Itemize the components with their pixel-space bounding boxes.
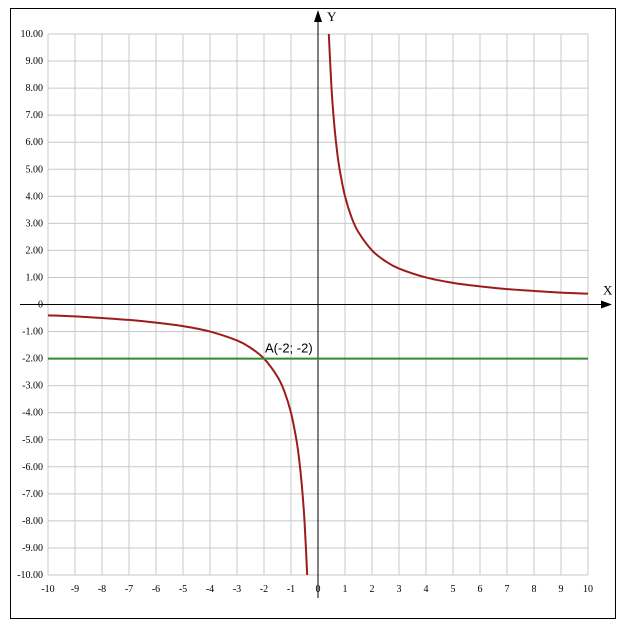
chart-frame <box>10 8 616 619</box>
x-tick-label: 3 <box>397 584 402 595</box>
tick-labels: -10 -9 -8 -7 -6 -5 -4 -3 -2 -1 0 1 2 3 4 5 6 7 8 9 1010.009.… <box>17 29 593 595</box>
x-tick-label: -7 <box>125 584 133 595</box>
y-tick-label: 3.00 <box>26 218 44 229</box>
x-tick-label: 5 <box>451 584 456 595</box>
x-tick-label: -5 <box>179 584 187 595</box>
y-tick-label: 8.00 <box>26 83 44 94</box>
x-tick-label: 0 <box>316 584 321 595</box>
x-tick-label: 9 <box>559 584 564 595</box>
y-tick-label: -4.00 <box>22 408 43 419</box>
y-tick-label: -5.00 <box>22 435 43 446</box>
y-tick-label: -8.00 <box>22 516 43 527</box>
y-tick-label: -7.00 <box>22 489 43 500</box>
x-tick-label: -8 <box>98 584 106 595</box>
y-axis-label: Y <box>327 9 337 24</box>
x-axis-arrow <box>601 300 612 309</box>
point-annotation: A(-2; -2) <box>265 341 313 356</box>
series-line <box>327 33 589 295</box>
x-tick-label: 6 <box>478 584 483 595</box>
x-tick-label: -9 <box>71 584 79 595</box>
x-tick-label: 10 <box>583 584 593 595</box>
y-tick-label: -3.00 <box>22 381 43 392</box>
y-tick-label: -9.00 <box>22 543 43 554</box>
y-tick-label: 10.00 <box>21 29 44 40</box>
x-tick-label: 1 <box>343 584 348 595</box>
x-tick-label: -10 <box>41 584 54 595</box>
y-tick-label: 5.00 <box>26 164 44 175</box>
y-tick-label: 6.00 <box>26 137 44 148</box>
x-tick-label: -1 <box>287 584 295 595</box>
axes: XY <box>20 9 613 598</box>
y-tick-label: -2.00 <box>22 354 43 365</box>
y-tick-label: 1.00 <box>26 272 44 283</box>
x-tick-label: -2 <box>260 584 268 595</box>
x-tick-label: -3 <box>233 584 241 595</box>
x-axis-label: X <box>603 283 613 298</box>
y-tick-label: -10.00 <box>17 570 43 581</box>
x-tick-label: 2 <box>370 584 375 595</box>
y-tick-label: 2.00 <box>26 245 44 256</box>
x-tick-label: 4 <box>424 584 429 595</box>
series-line <box>47 314 309 576</box>
x-tick-label: -4 <box>206 584 214 595</box>
series-lines <box>47 33 589 576</box>
y-axis-arrow <box>314 10 322 22</box>
y-tick-label: -6.00 <box>22 462 43 473</box>
y-tick-label: 7.00 <box>26 110 44 121</box>
y-tick-label: 4.00 <box>26 191 44 202</box>
annotations: A(-2; -2) <box>265 341 313 356</box>
x-tick-label: -6 <box>152 584 160 595</box>
y-tick-label: 9.00 <box>26 56 44 67</box>
y-tick-label: -1.00 <box>22 327 43 338</box>
y-tick-label: 0 <box>38 300 43 311</box>
x-tick-label: 8 <box>532 584 537 595</box>
x-tick-label: 7 <box>505 584 510 595</box>
